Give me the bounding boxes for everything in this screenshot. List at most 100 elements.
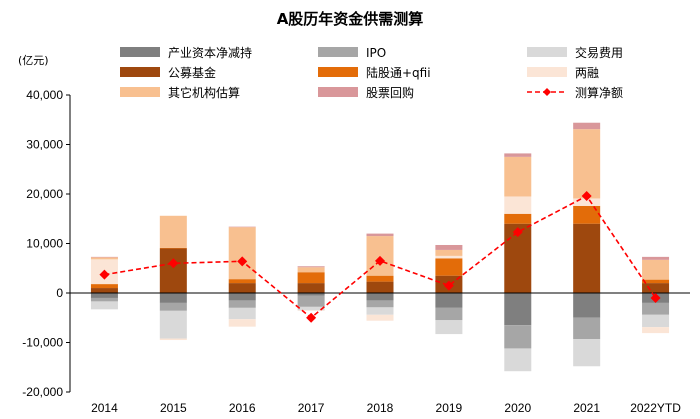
- x-tick-label-2019: 2019: [436, 401, 463, 415]
- bar-segment-s4-2016: [228, 279, 256, 284]
- y-tick-label: 20,000: [26, 187, 63, 201]
- bar-segment-s5-2021: [573, 198, 601, 206]
- bar-segment-s2-2022ytd: [642, 314, 670, 328]
- bar-segment-s0-2014: [90, 293, 118, 298]
- legend-label-0-0: 产业资本净减持: [168, 45, 252, 60]
- bar-segment-s5-2018: [366, 314, 394, 321]
- x-tick-label-2017: 2017: [298, 401, 325, 415]
- bar-segment-s2-2016: [228, 307, 256, 320]
- y-tick-label: 0: [56, 286, 63, 300]
- legend-label-1-1: 陆股通+qfii: [366, 65, 431, 80]
- bar-segment-s2-2019: [435, 320, 463, 335]
- legend-label-2-0: 其它机构估算: [168, 85, 240, 100]
- legend-swatch-2-0: [120, 87, 160, 97]
- bar-segment-s6-2020: [504, 156, 532, 197]
- y-tick-label: 30,000: [26, 138, 63, 152]
- bar-segment-s1-2020: [504, 325, 532, 349]
- legend-swatch-1-1: [318, 67, 358, 77]
- bar-segment-s5-2022ytd: [642, 327, 670, 334]
- bar-layer: [90, 122, 670, 372]
- y-tick-label: 10,000: [26, 237, 63, 251]
- legend-swatch-1-0: [120, 67, 160, 77]
- net-point-2021: [581, 190, 592, 201]
- bar-segment-s7-2018: [366, 233, 394, 237]
- bar-segment-s2-2020: [504, 348, 532, 372]
- legend-label-0-2: 交易费用: [575, 45, 623, 60]
- bar-segment-s5-2017: [297, 310, 325, 311]
- x-tick-label-2015: 2015: [160, 401, 187, 415]
- legend-label-1-0: 公募基金: [168, 65, 216, 80]
- bar-segment-s7-2019: [435, 244, 463, 250]
- y-tick-label: 40,000: [26, 88, 63, 102]
- bar-segment-s2-2015: [159, 310, 187, 339]
- legend-swatch-0-2: [527, 47, 567, 57]
- bar-segment-s3-2018: [366, 281, 394, 293]
- x-tick-label-2022ytd: 2022YTD: [630, 401, 681, 415]
- legend-swatch-2-1: [318, 87, 358, 97]
- bar-segment-s3-2015: [159, 248, 187, 293]
- bar-segment-s7-2020: [504, 153, 532, 157]
- net-point-2019: [443, 280, 454, 291]
- net-point-2022ytd: [650, 292, 661, 303]
- legend-label-1-2: 两融: [575, 66, 599, 80]
- legend-swatch-1-2: [527, 67, 567, 77]
- bar-segment-s4-2020: [504, 213, 532, 224]
- bar-segment-s7-2021: [573, 122, 601, 130]
- legend-swatch-net-marker: [543, 88, 551, 96]
- bar-segment-s6-2017: [297, 267, 325, 273]
- bar-segment-s3-2014: [90, 288, 118, 293]
- y-unit-label: (亿元): [18, 54, 49, 67]
- bar-segment-s4-2015: [159, 247, 187, 249]
- x-tick-label-2014: 2014: [91, 401, 118, 415]
- bar-segment-s2-2021: [573, 339, 601, 367]
- bar-segment-s7-2022ytd: [642, 256, 670, 260]
- bar-segment-s1-2014: [90, 297, 118, 302]
- bar-segment-s5-2015: [159, 338, 187, 341]
- x-tick-label-2021: 2021: [573, 401, 600, 415]
- net-line: [104, 194, 657, 319]
- bar-segment-s0-2019: [435, 293, 463, 308]
- bar-segment-s3-2016: [228, 283, 256, 293]
- bar-segment-s4-2017: [297, 272, 325, 284]
- legend-label-2-1: 股票回购: [366, 85, 414, 100]
- bar-segment-s4-2022ytd: [642, 279, 670, 284]
- bar-segment-s2-2018: [366, 307, 394, 315]
- bar-segment-s5-2020: [504, 196, 532, 214]
- bar-segment-s6-2019: [435, 249, 463, 256]
- x-tick-label-2020: 2020: [504, 401, 531, 415]
- axes: 40,000 30,000 20,000 10,000 0 -10,000 -20,000 2…: [22, 88, 690, 415]
- bar-segment-s1-2022ytd: [642, 302, 670, 315]
- bar-segment-s6-2014: [90, 257, 118, 260]
- net-point-2018: [375, 255, 385, 266]
- bar-segment-s2-2014: [90, 301, 118, 310]
- bar-segment-s7-2014: [90, 256, 118, 258]
- legend-label-2-2: 测算净额: [575, 85, 623, 100]
- bar-segment-s0-2021: [573, 293, 601, 318]
- y-tick-label: -10,000: [22, 336, 63, 350]
- x-tick-label-2016: 2016: [229, 401, 256, 415]
- bar-segment-s1-2017: [297, 295, 325, 307]
- bar-segment-s6-2015: [159, 215, 187, 248]
- bar-segment-s0-2020: [504, 293, 532, 326]
- legend-swatch-0-0: [120, 47, 160, 57]
- bar-segment-s0-2017: [297, 293, 325, 296]
- bar-segment-s3-2021: [573, 223, 601, 293]
- bar-segment-s3-2017: [297, 283, 325, 293]
- net-point-2020: [512, 227, 523, 238]
- net-point-2016: [237, 256, 248, 267]
- x-tick-label-2018: 2018: [367, 401, 394, 415]
- net-line-layer: [99, 190, 661, 323]
- bar-segment-s6-2016: [228, 227, 256, 280]
- bar-segment-s4-2021: [573, 205, 601, 224]
- chart-title: A股历年资金供需测算: [277, 10, 424, 28]
- bar-segment-s4-2019: [435, 258, 463, 276]
- bar-segment-s1-2021: [573, 317, 601, 340]
- bar-segment-s0-2018: [366, 293, 394, 301]
- net-point-2015: [168, 258, 179, 269]
- bar-segment-s4-2014: [90, 284, 118, 289]
- bar-segment-s5-2019: [435, 255, 463, 259]
- bar-segment-s0-2016: [228, 293, 256, 301]
- net-point-2017: [306, 312, 317, 323]
